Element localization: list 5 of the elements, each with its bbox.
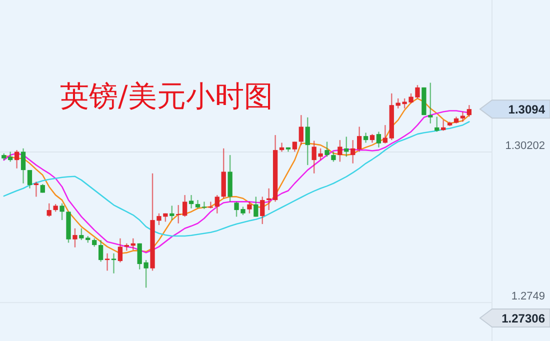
y-tick-label: 1.2749 <box>511 290 545 303</box>
text: 英镑/美元小时图 <box>60 79 273 113</box>
y-tick-label: 1.30202 <box>505 140 545 152</box>
price-tag: 1.3094 <box>479 100 550 119</box>
price-tag: 1.27306 <box>479 308 550 328</box>
